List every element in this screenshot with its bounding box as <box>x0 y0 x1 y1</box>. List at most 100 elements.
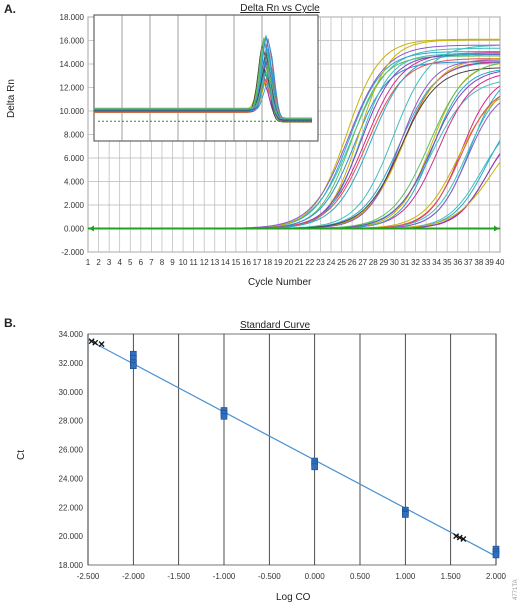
standard-point <box>311 460 318 468</box>
standard-point <box>402 506 409 514</box>
x-tick-label-a: 20 <box>284 258 293 267</box>
y-tick-label-a: 14.000 <box>60 60 85 69</box>
x-tick-label-b: -2.000 <box>122 572 145 581</box>
x-tick-label-b: -2.500 <box>77 572 100 581</box>
y-tick-label-b: 26.000 <box>59 446 84 455</box>
y-tick-label-a: 6.000 <box>64 154 85 163</box>
y-tick-label-b: 18.000 <box>59 561 84 570</box>
x-tick-label-a: 3 <box>107 258 112 267</box>
inset-melt-curve <box>94 70 312 120</box>
chart-b-xlabel: Log CO <box>276 592 311 603</box>
panel-b-label: B. <box>4 316 16 330</box>
r-squared-text: R²: 0.996 <box>390 367 432 378</box>
panel-a-label: A. <box>4 2 16 16</box>
y-tick-label-a: 10.000 <box>60 107 85 116</box>
x-tick-label-b: 0.500 <box>350 572 371 581</box>
x-tick-label-a: 14 <box>221 258 230 267</box>
x-tick-label-a: 27 <box>358 258 367 267</box>
x-tick-label-a: 21 <box>295 258 304 267</box>
y-tick-label-b: 28.000 <box>59 417 84 426</box>
y-tick-label-b: 22.000 <box>59 503 84 512</box>
x-tick-label-a: 1 <box>86 258 91 267</box>
standard-point <box>492 545 500 553</box>
x-tick-label-a: 32 <box>411 258 420 267</box>
chart-a-title: Delta Rn vs Cycle <box>240 3 320 14</box>
standard-point <box>402 509 409 517</box>
x-tick-label-a: 12 <box>200 258 209 267</box>
slope-text: Slope: –3.335 <box>390 354 452 365</box>
x-tick-label-a: 40 <box>496 258 505 267</box>
x-tick-label-a: 29 <box>379 258 388 267</box>
chart-b-title: Standard Curve <box>239 320 311 331</box>
x-tick-label-a: 9 <box>170 258 175 267</box>
x-tick-label-a: 26 <box>348 258 357 267</box>
standard-point <box>220 410 228 417</box>
y-tick-label-a: 0.000 <box>64 225 85 234</box>
y-tick-label-a: 4.000 <box>64 178 85 187</box>
x-tick-label-a: 10 <box>179 258 188 267</box>
x-tick-label-a: 37 <box>464 258 473 267</box>
y-tick-label-a: 12.000 <box>60 84 85 93</box>
x-tick-label-a: 22 <box>305 258 314 267</box>
y-tick-label-a: -2.000 <box>61 248 84 257</box>
x-tick-label-a: 30 <box>390 258 399 267</box>
x-tick-label-a: 19 <box>274 258 283 267</box>
x-tick-label-b: 0.000 <box>305 572 326 581</box>
x-tick-label-a: 38 <box>474 258 483 267</box>
unknown-point <box>92 339 99 346</box>
y-tick-label-a: 16.000 <box>60 37 85 46</box>
standard-point <box>220 407 228 414</box>
standard-point <box>311 457 318 465</box>
standard-point <box>130 355 137 362</box>
standard-point <box>311 463 318 471</box>
unknown-point <box>456 534 463 541</box>
x-tick-label-a: 4 <box>117 258 122 267</box>
x-tick-label-a: 2 <box>96 258 101 267</box>
x-tick-label-a: 34 <box>432 258 441 267</box>
x-tick-label-a: 5 <box>128 258 133 267</box>
y-tick-label-b: 24.000 <box>59 474 84 483</box>
x-tick-label-b: -1.500 <box>167 572 190 581</box>
x-tick-label-a: 28 <box>369 258 378 267</box>
x-tick-label-b: 2.000 <box>486 572 507 581</box>
x-tick-label-a: 8 <box>160 258 165 267</box>
x-tick-label-a: 35 <box>443 258 452 267</box>
x-tick-label-a: 25 <box>337 258 346 267</box>
standard-point <box>492 548 500 556</box>
unknown-point <box>98 341 105 348</box>
x-tick-label-b: 1.500 <box>441 572 462 581</box>
inset-melt-curve <box>94 66 312 121</box>
x-tick-label-a: 33 <box>422 258 431 267</box>
inset-melt-curve <box>94 39 312 121</box>
y-tick-label-a: 8.000 <box>64 131 85 140</box>
y-tick-label-b: 32.000 <box>59 359 84 368</box>
standard-point <box>492 551 500 559</box>
y-tick-label-b: 34.000 <box>59 330 84 339</box>
unknown-point <box>88 338 95 345</box>
y-tick-label-b: 20.000 <box>59 532 84 541</box>
y-tick-label-a: 18.000 <box>60 13 85 22</box>
unknown-point <box>460 536 467 542</box>
y-tick-label-a: 2.000 <box>64 201 85 210</box>
x-tick-label-a: 7 <box>149 258 154 267</box>
x-tick-label-b: 1.000 <box>395 572 416 581</box>
x-tick-label-a: 13 <box>210 258 219 267</box>
standard-point <box>220 412 228 420</box>
x-tick-label-a: 23 <box>316 258 325 267</box>
chart-a-xlabel: Cycle Number <box>248 277 312 288</box>
standard-point <box>130 359 137 367</box>
standard-point <box>130 362 137 370</box>
x-tick-label-a: 31 <box>400 258 409 267</box>
y-tick-label-b: 30.000 <box>59 388 84 397</box>
x-tick-label-a: 24 <box>327 258 336 267</box>
x-tick-label-b: -0.500 <box>258 572 281 581</box>
x-tick-label-a: 18 <box>263 258 272 267</box>
x-tick-label-b: -1.000 <box>213 572 236 581</box>
x-tick-label-a: 15 <box>231 258 240 267</box>
chart-b-ylabel: Ct <box>16 450 27 460</box>
x-tick-label-a: 39 <box>485 258 494 267</box>
inset-melt-curve <box>94 63 312 119</box>
threshold-left-arrow <box>89 225 94 232</box>
standard-point <box>402 511 409 518</box>
x-tick-label-a: 11 <box>189 258 198 267</box>
